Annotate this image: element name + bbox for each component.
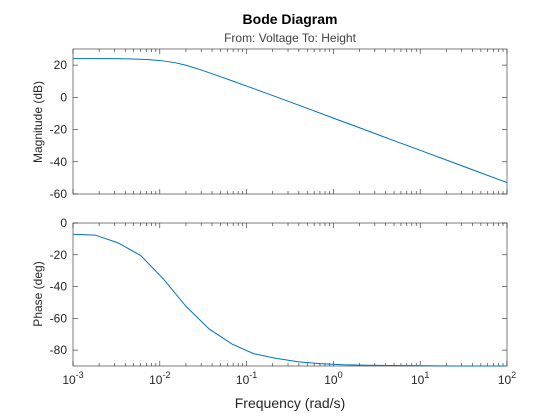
x-tick-label: 10-3: [62, 370, 83, 387]
phase-plot-area: [72, 222, 508, 367]
frequency-axis-label: Frequency (rad/s): [235, 395, 345, 411]
chart-subtitle: From: Voltage To: Height: [224, 31, 357, 45]
magnitude-axis-label: Magnitude (dB): [31, 81, 45, 163]
x-tick-label: 102: [498, 370, 516, 387]
magnitude-y-tick-label: -60: [50, 187, 68, 201]
magnitude-series-line: [73, 58, 508, 184]
phase-y-tick-label: -60: [50, 311, 68, 325]
magnitude-y-tick-label: -20: [50, 123, 68, 137]
phase-y-tick-label: -20: [50, 248, 68, 262]
magnitude-y-tick-label: 0: [60, 90, 67, 104]
magnitude-axes: 20 0 -20 -40 -60: [50, 48, 508, 201]
magnitude-plot-area: [72, 48, 508, 195]
x-tick-label: 101: [411, 370, 429, 387]
x-tick-label: 100: [324, 370, 342, 387]
phase-axis-label: Phase (deg): [31, 261, 45, 326]
phase-y-tick-label: -40: [50, 280, 68, 294]
phase-y-tick-label: -80: [50, 343, 68, 357]
phase-axes: 0 -20 -40 -60 -80 10-3 10-2 10-1 100 101 102: [50, 216, 517, 387]
x-tick-label: 10-2: [149, 370, 170, 387]
phase-series-line: [72, 233, 507, 367]
magnitude-y-tick-label: 20: [54, 58, 68, 72]
x-tick-label: 10-1: [236, 370, 257, 387]
phase-y-tick-label: 0: [60, 216, 67, 230]
chart-title: Bode Diagram: [243, 11, 338, 27]
magnitude-y-tick-label: -40: [50, 155, 68, 169]
